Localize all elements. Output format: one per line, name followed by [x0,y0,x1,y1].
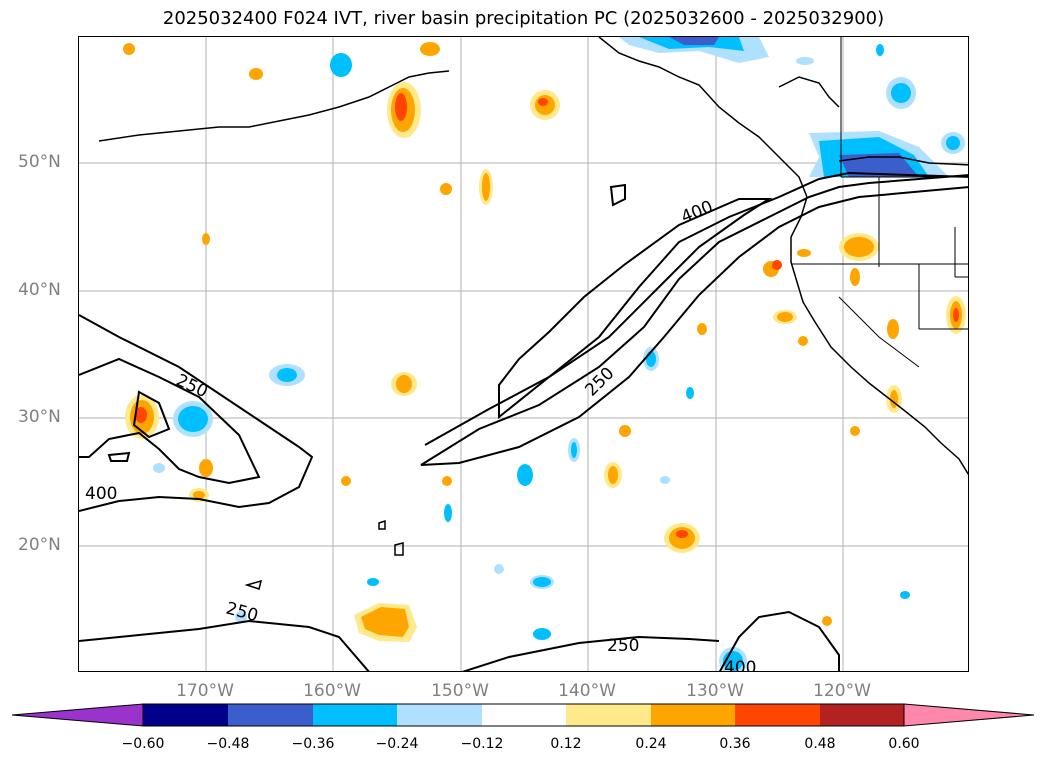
colorbar-bin [735,704,820,726]
colorbar-tick: −0.48 [206,736,250,752]
colorbar-tick: −0.24 [375,736,419,752]
contour-label: 250 [607,636,639,656]
contour-label: 400 [678,197,716,228]
lat-label-50n: 50°N [18,152,61,172]
colorbar-bin [651,704,735,726]
colorbar-bin [143,704,228,726]
colorbar-bin [820,704,904,726]
lat-label-40n: 40°N [18,280,61,300]
colorbar-max-extension [903,703,1035,727]
colorbar-bin [566,704,651,726]
lon-label-130w: 130°W [686,681,744,701]
state-boundaries [791,37,968,368]
lon-label-150w: 150°W [431,681,489,701]
colorbar-tick: 0.36 [719,736,751,752]
colorbar-tick: −0.12 [460,736,504,752]
colorbar-bin [228,704,313,726]
lat-label-20n: 20°N [18,535,61,555]
lat-label-30n: 30°N [18,407,61,427]
negative-precip-patches [153,37,965,671]
contour-label: 250 [173,370,211,402]
ivt-contours [79,171,968,671]
map-panel: 400 250 250 400 250 250 400 [78,36,969,672]
colorbar-tick: −0.60 [121,736,165,752]
colorbar-bin [482,704,566,726]
map-canvas: 400 250 250 400 250 250 400 [79,37,968,672]
lon-label-120w: 120°W [813,681,871,701]
coastlines [98,37,968,590]
map-title: 2025032400 F024 IVT, river basin precipi… [162,8,885,29]
contour-label: 400 [724,658,756,672]
lon-label-170w: 170°W [176,681,234,701]
colorbar [11,703,1035,727]
colorbar-tick: 0.24 [635,736,667,752]
lon-label-160w: 160°W [303,681,361,701]
contour-label: 250 [581,363,618,400]
colorbar-tick: 0.12 [550,736,582,752]
contour-label: 400 [85,484,117,504]
colorbar-bin [313,704,397,726]
positive-precip-patches [123,42,966,642]
colorbar-tick: −0.36 [291,736,335,752]
colorbar-tick: 0.48 [804,736,836,752]
contour-label: 250 [224,599,261,627]
colorbar-tick: 0.60 [888,736,920,752]
colorbar-min-extension [11,703,144,727]
colorbar-bin [397,704,482,726]
lon-label-140w: 140°W [558,681,616,701]
